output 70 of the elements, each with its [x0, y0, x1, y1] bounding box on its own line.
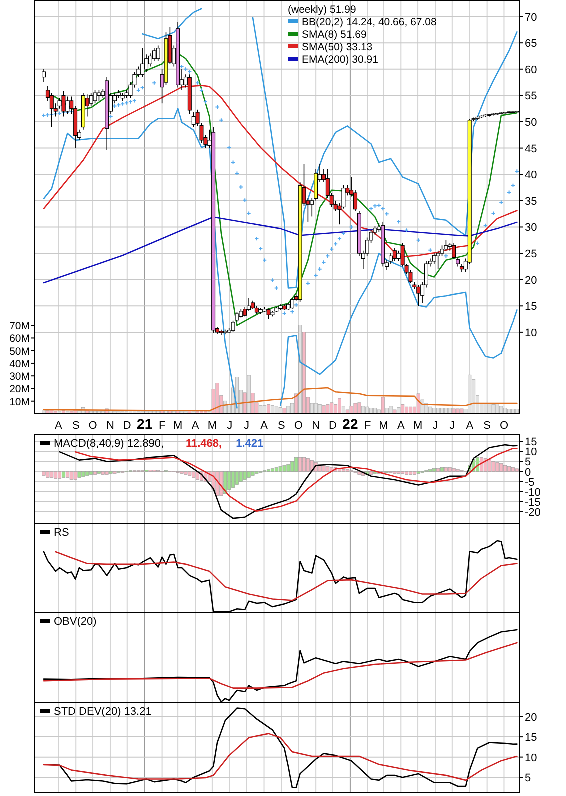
x-tick-label: 21: [137, 416, 153, 432]
y2-tick-label: 30M: [10, 371, 30, 384]
x-tick-label: J: [450, 420, 456, 432]
y-tick-label: 15: [525, 436, 538, 449]
legend-label: SMA(50) 33.13: [302, 42, 373, 54]
y-tick-label: 10: [525, 752, 538, 764]
y-tick-label: 55: [525, 90, 538, 103]
x-tick-label: J: [432, 420, 438, 432]
y-tick-label: 10: [525, 327, 538, 340]
x-tick-label: O: [294, 420, 304, 432]
x-tick-label: M: [173, 420, 183, 432]
legend-label: MACD(8,40,9) 12.890,: [54, 438, 164, 450]
y-tick-label: 0: [525, 466, 532, 479]
x-tick-label: 22: [342, 416, 358, 432]
series-label: 11.468,: [186, 438, 222, 450]
x-tick-label: A: [397, 420, 406, 432]
y2-tick-label: 50M: [10, 346, 30, 358]
y2-tick-label: 40M: [10, 358, 30, 370]
y-tick-label: 70: [525, 12, 538, 24]
x-tick-label: D: [329, 420, 338, 432]
x-tick-label: A: [192, 420, 200, 432]
x-tick-label: J: [244, 420, 250, 432]
legend-label: BB(20,2) 14.24, 40.66, 67.08: [302, 16, 438, 28]
legend-label: OBV(20): [54, 616, 97, 628]
legend-label: STD DEV(20) 13.21: [54, 706, 152, 718]
x-tick-label: M: [413, 420, 423, 432]
x-tick-label: D: [123, 420, 132, 432]
x-tick-label: N: [312, 420, 320, 432]
x-tick-label: M: [379, 420, 388, 432]
y-tick-label: 5: [525, 772, 532, 785]
y-tick-label: 5: [525, 456, 532, 469]
legend-label: SMA(8) 51.69: [302, 29, 367, 41]
annotation: 1.421: [236, 438, 264, 450]
x-tick-label: O: [88, 420, 98, 432]
y-tick-label: 50: [525, 117, 538, 130]
y-tick-label: -15: [525, 496, 541, 509]
y-tick-label: 20: [525, 274, 538, 287]
legend-label: EMA(200) 30.91: [302, 54, 379, 66]
y-tick-label: 35: [525, 196, 538, 208]
y-tick-label: 25: [525, 248, 538, 261]
x-tick-label: S: [278, 420, 286, 432]
x-tick-label: S: [72, 420, 80, 432]
chart-title: (weekly) 51.99: [288, 4, 356, 16]
y2-tick-label: 20M: [10, 384, 30, 396]
y-tick-label: 45: [525, 143, 538, 156]
y-tick-label: -20: [525, 506, 541, 519]
y-tick-label: 60: [525, 64, 538, 76]
x-tick-label: J: [227, 420, 233, 432]
x-tick-label: F: [364, 420, 372, 432]
y-tick-label: 15: [525, 301, 538, 314]
x-tick-label: A: [260, 420, 269, 432]
y2-tick-label: 70M: [10, 320, 30, 333]
x-tick-label: S: [484, 420, 491, 432]
y-tick-label: 30: [525, 222, 538, 234]
y-tick-label: 40: [525, 170, 538, 182]
y2-tick-label: 60M: [10, 333, 30, 346]
y2-tick-label: 10M: [10, 396, 30, 408]
x-tick-label: O: [500, 420, 509, 432]
y-tick-label: -5: [525, 476, 535, 489]
legend-label: RS: [54, 527, 70, 539]
x-tick-label: N: [106, 420, 115, 432]
x-tick-label: M: [208, 420, 218, 432]
x-tick-label: A: [54, 420, 63, 432]
y-tick-label: 65: [525, 38, 538, 50]
x-tick-label: A: [466, 420, 474, 432]
x-tick-label: F: [158, 420, 166, 432]
y-tick-label: 10: [525, 446, 538, 459]
y-tick-label: 15: [525, 732, 538, 744]
y-tick-label: 20: [525, 712, 538, 724]
y-tick-label: -10: [525, 486, 541, 499]
